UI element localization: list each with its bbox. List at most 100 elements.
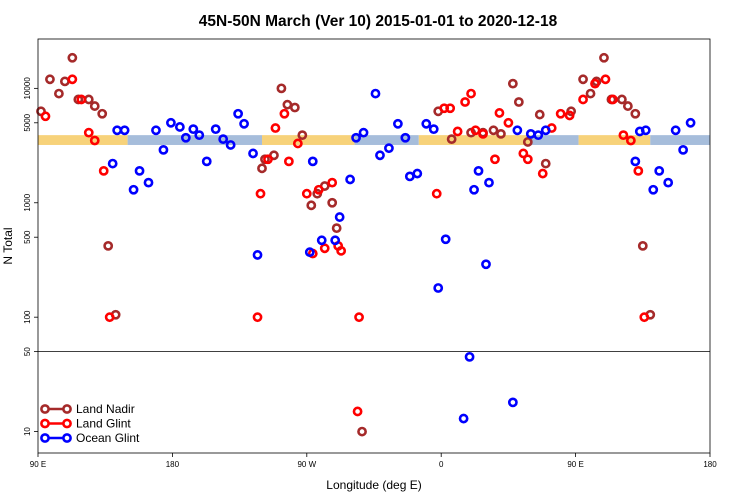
data-point-land-glint [67,74,78,85]
data-point-ocean-glint [685,117,696,128]
data-point-land-glint [327,177,338,188]
legend-swatch-marker [40,418,50,429]
data-point-land-glint [76,94,87,105]
data-point-land-glint [283,156,294,167]
points-layer [36,52,696,437]
data-point-land-nadir [488,125,499,136]
data-point-ocean-glint [210,124,221,135]
data-point-land-glint [352,406,363,417]
band-segment-land [578,135,651,145]
data-point-ocean-glint [225,140,236,150]
plot-frame [37,38,711,454]
data-point-land-nadir [622,101,633,111]
data-point-ocean-glint [648,184,659,195]
data-point-ocean-glint [128,184,139,195]
data-point-ocean-glint [233,108,244,119]
x-tick-label: 180 [703,460,717,469]
data-point-land-glint [466,88,476,99]
data-point-land-nadir [630,108,641,119]
data-point-ocean-glint [143,177,154,188]
data-point-ocean-glint [678,144,689,155]
legend-swatch-marker [62,433,72,443]
y-tick-label: 100 [23,310,32,324]
data-point-land-glint [600,74,611,85]
data-point-land-nadir [357,426,367,437]
data-point-ocean-glint [654,165,665,176]
legend-swatch-marker [62,418,72,429]
data-point-land-glint [470,125,481,136]
y-tick-label: 5000 [23,113,32,131]
data-point-land-glint [252,312,263,323]
data-point-ocean-glint [188,124,199,135]
y-tick-label: 50 [23,347,32,356]
data-point-land-glint [336,245,347,256]
data-point-land-glint [522,154,533,165]
x-axis-ticks: 90 E 180 90 W 0 90 E 180 [30,453,717,469]
legend-label: Land Nadir [76,402,135,416]
chart-title: 45N-50N March (Ver 10) 2015-01-01 to 202… [199,13,558,30]
data-point-land-glint [608,94,618,105]
data-point-land-glint [633,165,644,176]
data-point-land-glint [279,108,290,119]
data-point-ocean-glint [218,134,229,145]
band-segment-ocean [127,135,262,145]
data-point-land-glint [618,130,629,141]
data-point-ocean-glint [151,125,161,136]
data-point-land-glint [445,103,456,114]
data-point-ocean-glint [412,168,423,179]
data-point-land-glint [270,123,281,133]
legend-swatch-marker [40,404,50,414]
x-tick-label: 90 E [30,460,46,469]
data-point-land-nadir [616,94,627,105]
data-point-land-nadir [45,74,55,85]
data-point-ocean-glint [433,283,444,293]
data-point-land-glint [537,168,548,179]
data-point-ocean-glint [630,156,641,167]
data-point-ocean-glint [194,130,205,141]
x-tick-label: 0 [439,460,444,469]
data-point-land-glint [301,188,312,199]
y-tick-label: 500 [23,230,32,244]
data-point-ocean-glint [370,88,381,99]
data-point-ocean-glint [174,122,185,132]
data-point-land-glint [354,312,364,323]
data-point-land-glint [89,135,100,146]
legend-swatch-marker [62,404,72,414]
data-point-land-glint [104,312,115,323]
data-point-land-nadir [513,97,524,107]
data-point-land-glint [83,127,94,138]
data-point-land-glint [255,188,266,199]
data-point-ocean-glint [507,397,518,408]
data-point-land-nadir [289,102,300,113]
data-point-land-nadir [103,240,114,251]
data-point-ocean-glint [239,118,249,129]
data-point-ocean-glint [400,132,411,143]
band-segment-ocean [650,135,710,145]
band-segment-land [38,135,128,145]
band-segment-ocean [354,135,419,145]
legend-label: Land Glint [76,417,131,431]
data-point-ocean-glint [440,234,451,245]
data-point-ocean-glint [384,143,394,154]
legend-label: Ocean Glint [76,431,140,445]
data-point-land-glint [590,78,600,89]
data-point-land-glint [625,135,636,146]
legend-item-land-nadir: Land Nadir [40,402,135,416]
data-point-ocean-glint [464,351,475,362]
data-point-ocean-glint [248,148,258,159]
data-point-land-nadir [599,52,609,63]
data-point-ocean-glint [351,132,361,143]
data-point-ocean-glint [640,125,651,136]
data-point-ocean-glint [533,130,544,141]
data-point-land-nadir [276,83,287,94]
data-point-ocean-glint [473,165,484,176]
data-point-ocean-glint [345,174,356,185]
x-axis-label: Longitude (deg E) [326,478,421,492]
data-point-land-nadir [97,108,108,119]
data-point-ocean-glint [540,125,551,136]
data-point-ocean-glint [334,212,345,222]
legend-item-land-glint: Land Glint [40,417,131,431]
y-tick-label: 10000 [23,77,32,100]
y-axis-ticks: 10 50 100 500 1000 5000 10000 [23,77,38,436]
